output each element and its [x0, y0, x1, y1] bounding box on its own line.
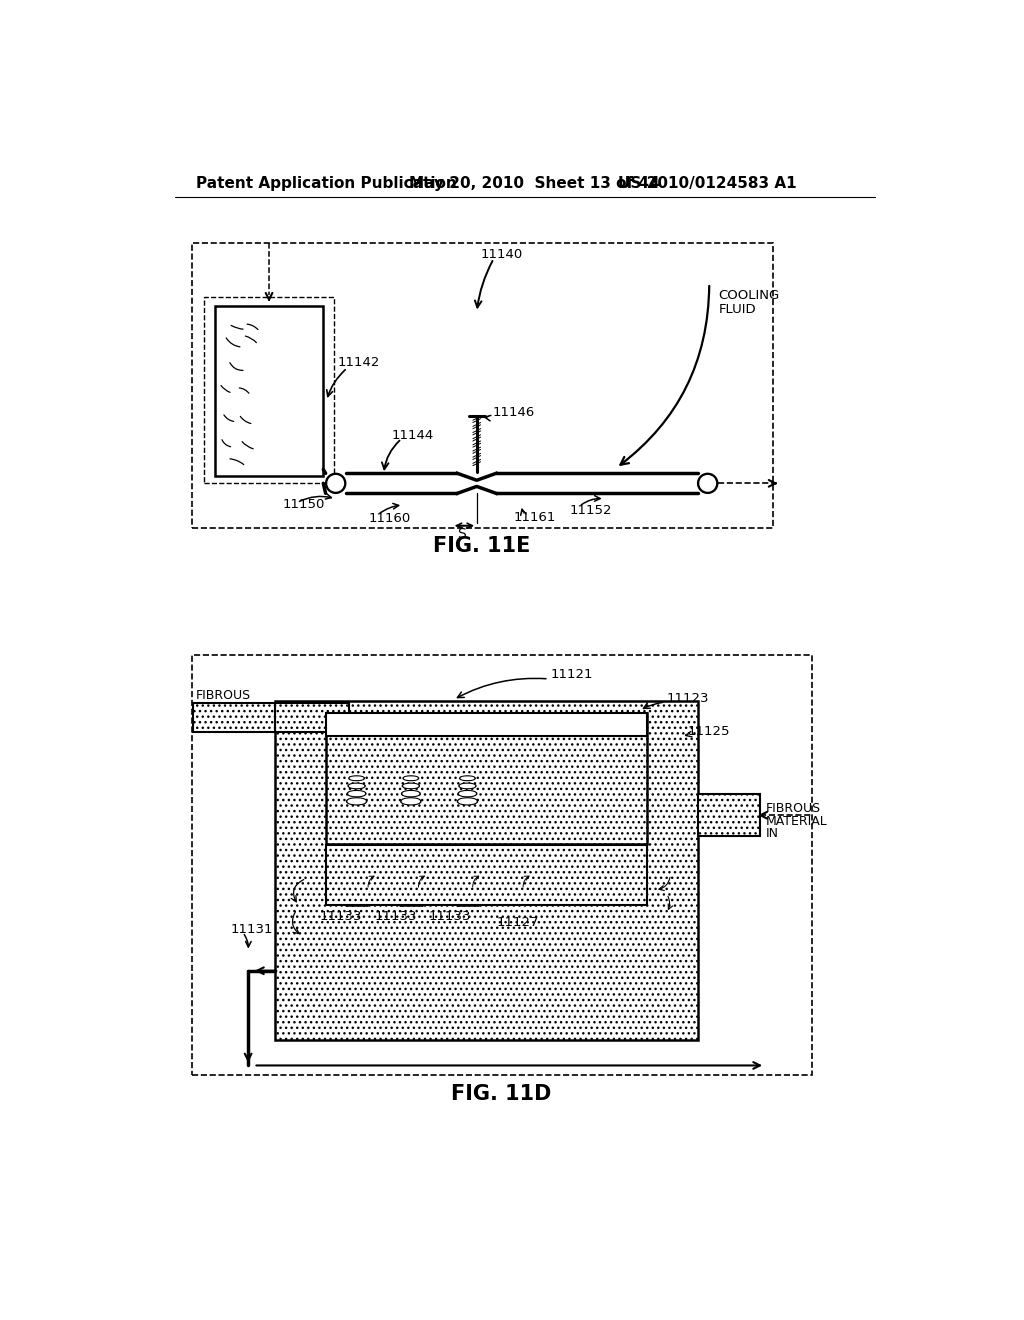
Ellipse shape — [459, 799, 476, 804]
Ellipse shape — [458, 797, 477, 805]
Bar — [191, 655, 812, 1074]
Text: IN: IN — [766, 828, 779, 841]
Text: 11131: 11131 — [230, 924, 272, 936]
Text: 11133: 11133 — [319, 911, 362, 924]
Text: FIG. 11D: FIG. 11D — [452, 1084, 552, 1104]
Text: MATERIAL: MATERIAL — [197, 702, 258, 715]
Text: 11144: 11144 — [391, 429, 434, 442]
Ellipse shape — [349, 784, 364, 788]
Text: Patent Application Publication: Patent Application Publication — [197, 177, 457, 191]
Ellipse shape — [350, 777, 362, 779]
Ellipse shape — [346, 797, 367, 805]
Bar — [204, 297, 334, 483]
Ellipse shape — [459, 783, 476, 788]
Bar — [697, 793, 760, 836]
Text: 11135: 11135 — [338, 713, 375, 726]
Text: FIBROUS: FIBROUS — [197, 689, 251, 702]
Text: 11161: 11161 — [514, 511, 556, 524]
Ellipse shape — [326, 474, 346, 494]
Ellipse shape — [700, 475, 716, 491]
Text: 11136: 11136 — [392, 713, 429, 726]
Text: MATERIAL: MATERIAL — [766, 814, 827, 828]
Text: FIBROUS: FIBROUS — [766, 801, 821, 814]
Bar — [275, 701, 697, 1040]
Text: 11137: 11137 — [449, 713, 486, 726]
Bar — [275, 702, 349, 733]
Ellipse shape — [349, 776, 365, 780]
Ellipse shape — [347, 791, 366, 797]
Bar — [400, 870, 421, 904]
Bar — [458, 870, 477, 904]
Text: 11133: 11133 — [374, 911, 417, 924]
Ellipse shape — [348, 799, 366, 804]
Ellipse shape — [404, 777, 417, 779]
Text: 11142: 11142 — [337, 356, 380, 370]
Ellipse shape — [697, 474, 718, 494]
Ellipse shape — [400, 797, 421, 805]
Text: 11125: 11125 — [687, 725, 730, 738]
Text: 11152: 11152 — [569, 504, 612, 517]
Bar — [191, 243, 773, 528]
Text: 11127: 11127 — [496, 916, 539, 929]
Text: 11133: 11133 — [428, 911, 471, 924]
Text: US 2010/0124583 A1: US 2010/0124583 A1 — [617, 177, 797, 191]
Ellipse shape — [460, 776, 475, 780]
Ellipse shape — [458, 791, 477, 797]
Text: FIG. 11E: FIG. 11E — [433, 536, 530, 557]
Bar — [326, 713, 647, 843]
Ellipse shape — [460, 792, 475, 796]
Text: 11140: 11140 — [480, 248, 523, 261]
Ellipse shape — [349, 792, 365, 796]
Text: 11121: 11121 — [550, 668, 593, 681]
Text: S: S — [457, 527, 466, 541]
Ellipse shape — [328, 475, 343, 491]
Ellipse shape — [401, 791, 420, 797]
Text: OUT: OUT — [197, 717, 223, 730]
Ellipse shape — [403, 784, 418, 788]
Bar — [194, 702, 275, 733]
Text: COOLING: COOLING — [719, 289, 780, 302]
Bar — [326, 713, 647, 737]
Bar — [215, 306, 324, 475]
Text: FLUID: FLUID — [719, 302, 756, 315]
Text: 11123: 11123 — [667, 693, 710, 705]
Text: 11146: 11146 — [493, 407, 535, 418]
Bar — [346, 870, 367, 904]
Ellipse shape — [461, 777, 474, 779]
Text: 11160: 11160 — [369, 512, 411, 525]
Text: 11150: 11150 — [283, 499, 326, 511]
Bar — [326, 845, 647, 906]
Ellipse shape — [461, 784, 474, 788]
Ellipse shape — [403, 776, 419, 780]
Ellipse shape — [402, 799, 420, 804]
Ellipse shape — [403, 792, 419, 796]
Text: May 20, 2010  Sheet 13 of 44: May 20, 2010 Sheet 13 of 44 — [409, 177, 659, 191]
Ellipse shape — [348, 783, 366, 788]
Ellipse shape — [402, 783, 420, 788]
